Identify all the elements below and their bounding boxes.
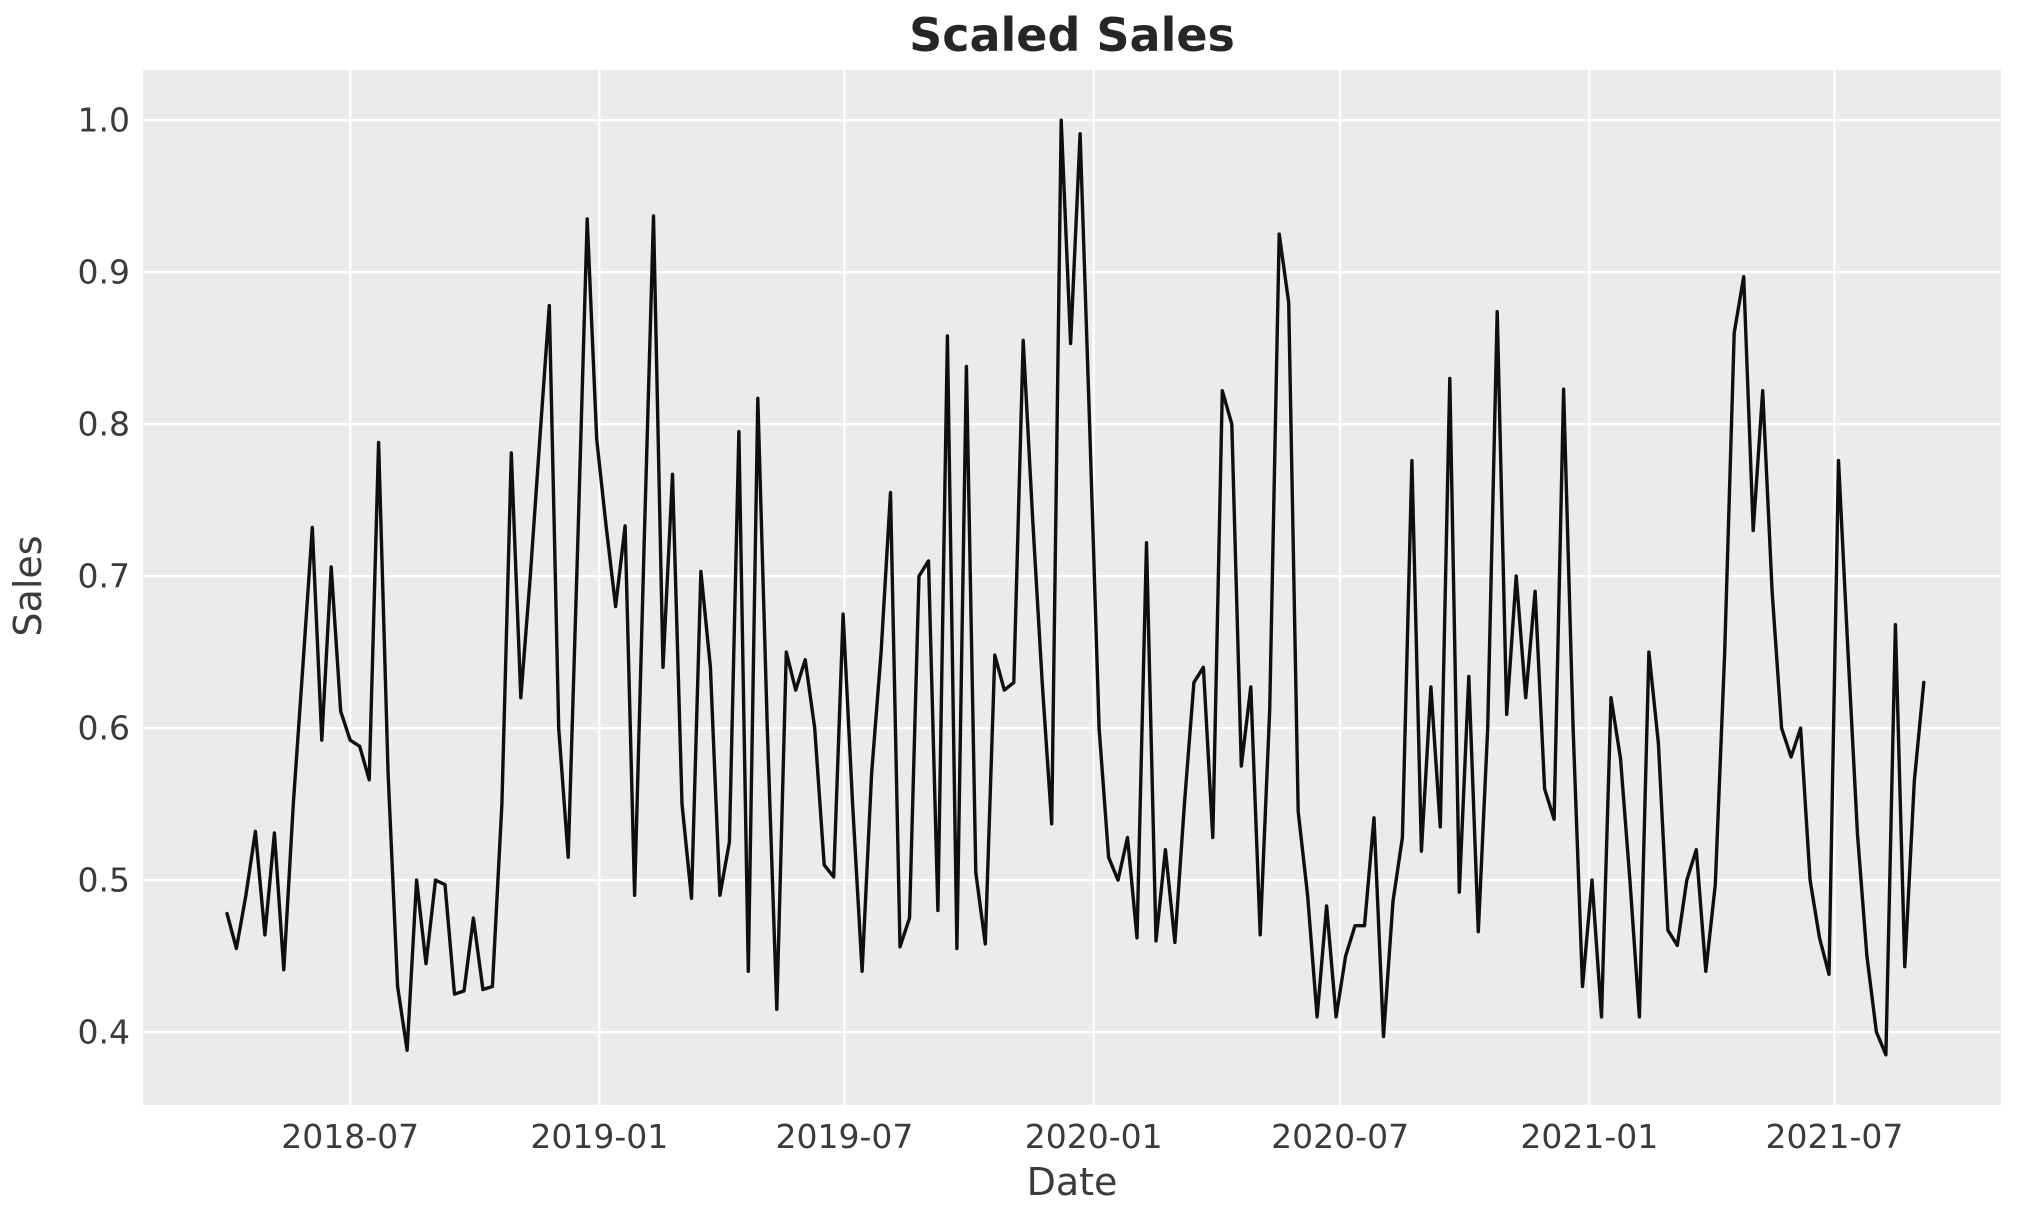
y-tick-label: 0.6 bbox=[77, 708, 130, 748]
y-tick-label: 1.0 bbox=[77, 100, 130, 140]
y-tick-label: 0.9 bbox=[77, 252, 130, 292]
y-tick-label: 0.4 bbox=[77, 1012, 130, 1052]
x-tick-label: 2019-07 bbox=[775, 1117, 914, 1156]
x-tick-label: 2021-01 bbox=[1520, 1117, 1659, 1156]
x-tick-label: 2020-07 bbox=[1271, 1117, 1410, 1156]
x-tick-label: 2019-01 bbox=[530, 1117, 669, 1156]
y-tick-label: 0.7 bbox=[77, 556, 130, 596]
x-tick-label: 2020-01 bbox=[1024, 1117, 1163, 1156]
x-tick-label: 2018-07 bbox=[281, 1117, 420, 1156]
x-tick-label: 2021-07 bbox=[1765, 1117, 1904, 1156]
y-tick-label: 0.5 bbox=[77, 860, 130, 900]
x-axis-label: Date bbox=[1026, 1160, 1118, 1204]
chart-title: Scaled Sales bbox=[909, 8, 1235, 62]
sales-line bbox=[225, 118, 1926, 1057]
plot-background bbox=[143, 70, 2001, 1105]
y-tick-label: 0.8 bbox=[77, 404, 130, 444]
